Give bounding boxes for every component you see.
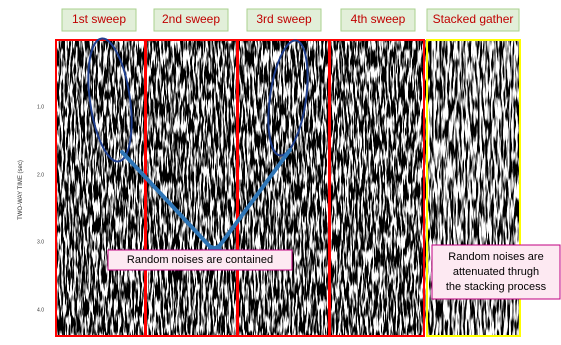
callout-box (431, 244, 561, 300)
seismic-section (55, 40, 425, 336)
tick-label: 2.0 (37, 172, 44, 178)
tick-label: 1.0 (37, 104, 44, 110)
callout-box (107, 249, 293, 271)
callout-text: the stacking process (446, 281, 547, 293)
tick-label: 4.0 (37, 307, 44, 313)
callout-arrows (120, 148, 292, 269)
panel-label: 2nd sweep (162, 12, 220, 26)
tick-label: 3.0 (37, 239, 44, 245)
callout-text: Random noises are (448, 251, 543, 263)
callout-text: attenuated thrugh (453, 266, 539, 278)
noise-highlights (87, 37, 309, 163)
panel-label: 3rd sweep (256, 12, 312, 26)
panel-label: 4th sweep (351, 12, 406, 26)
panel-label: Stacked gather (433, 12, 514, 26)
axis-title: TWO-WAY TIME (sec) (18, 160, 24, 220)
panel-headers: 1st sweep 2nd sweep 3rd sweep 4th sweep … (61, 8, 520, 32)
panel-borders (55, 39, 521, 337)
callout-text: Random noises are contained (127, 254, 273, 266)
panel-label: 1st sweep (72, 12, 126, 26)
